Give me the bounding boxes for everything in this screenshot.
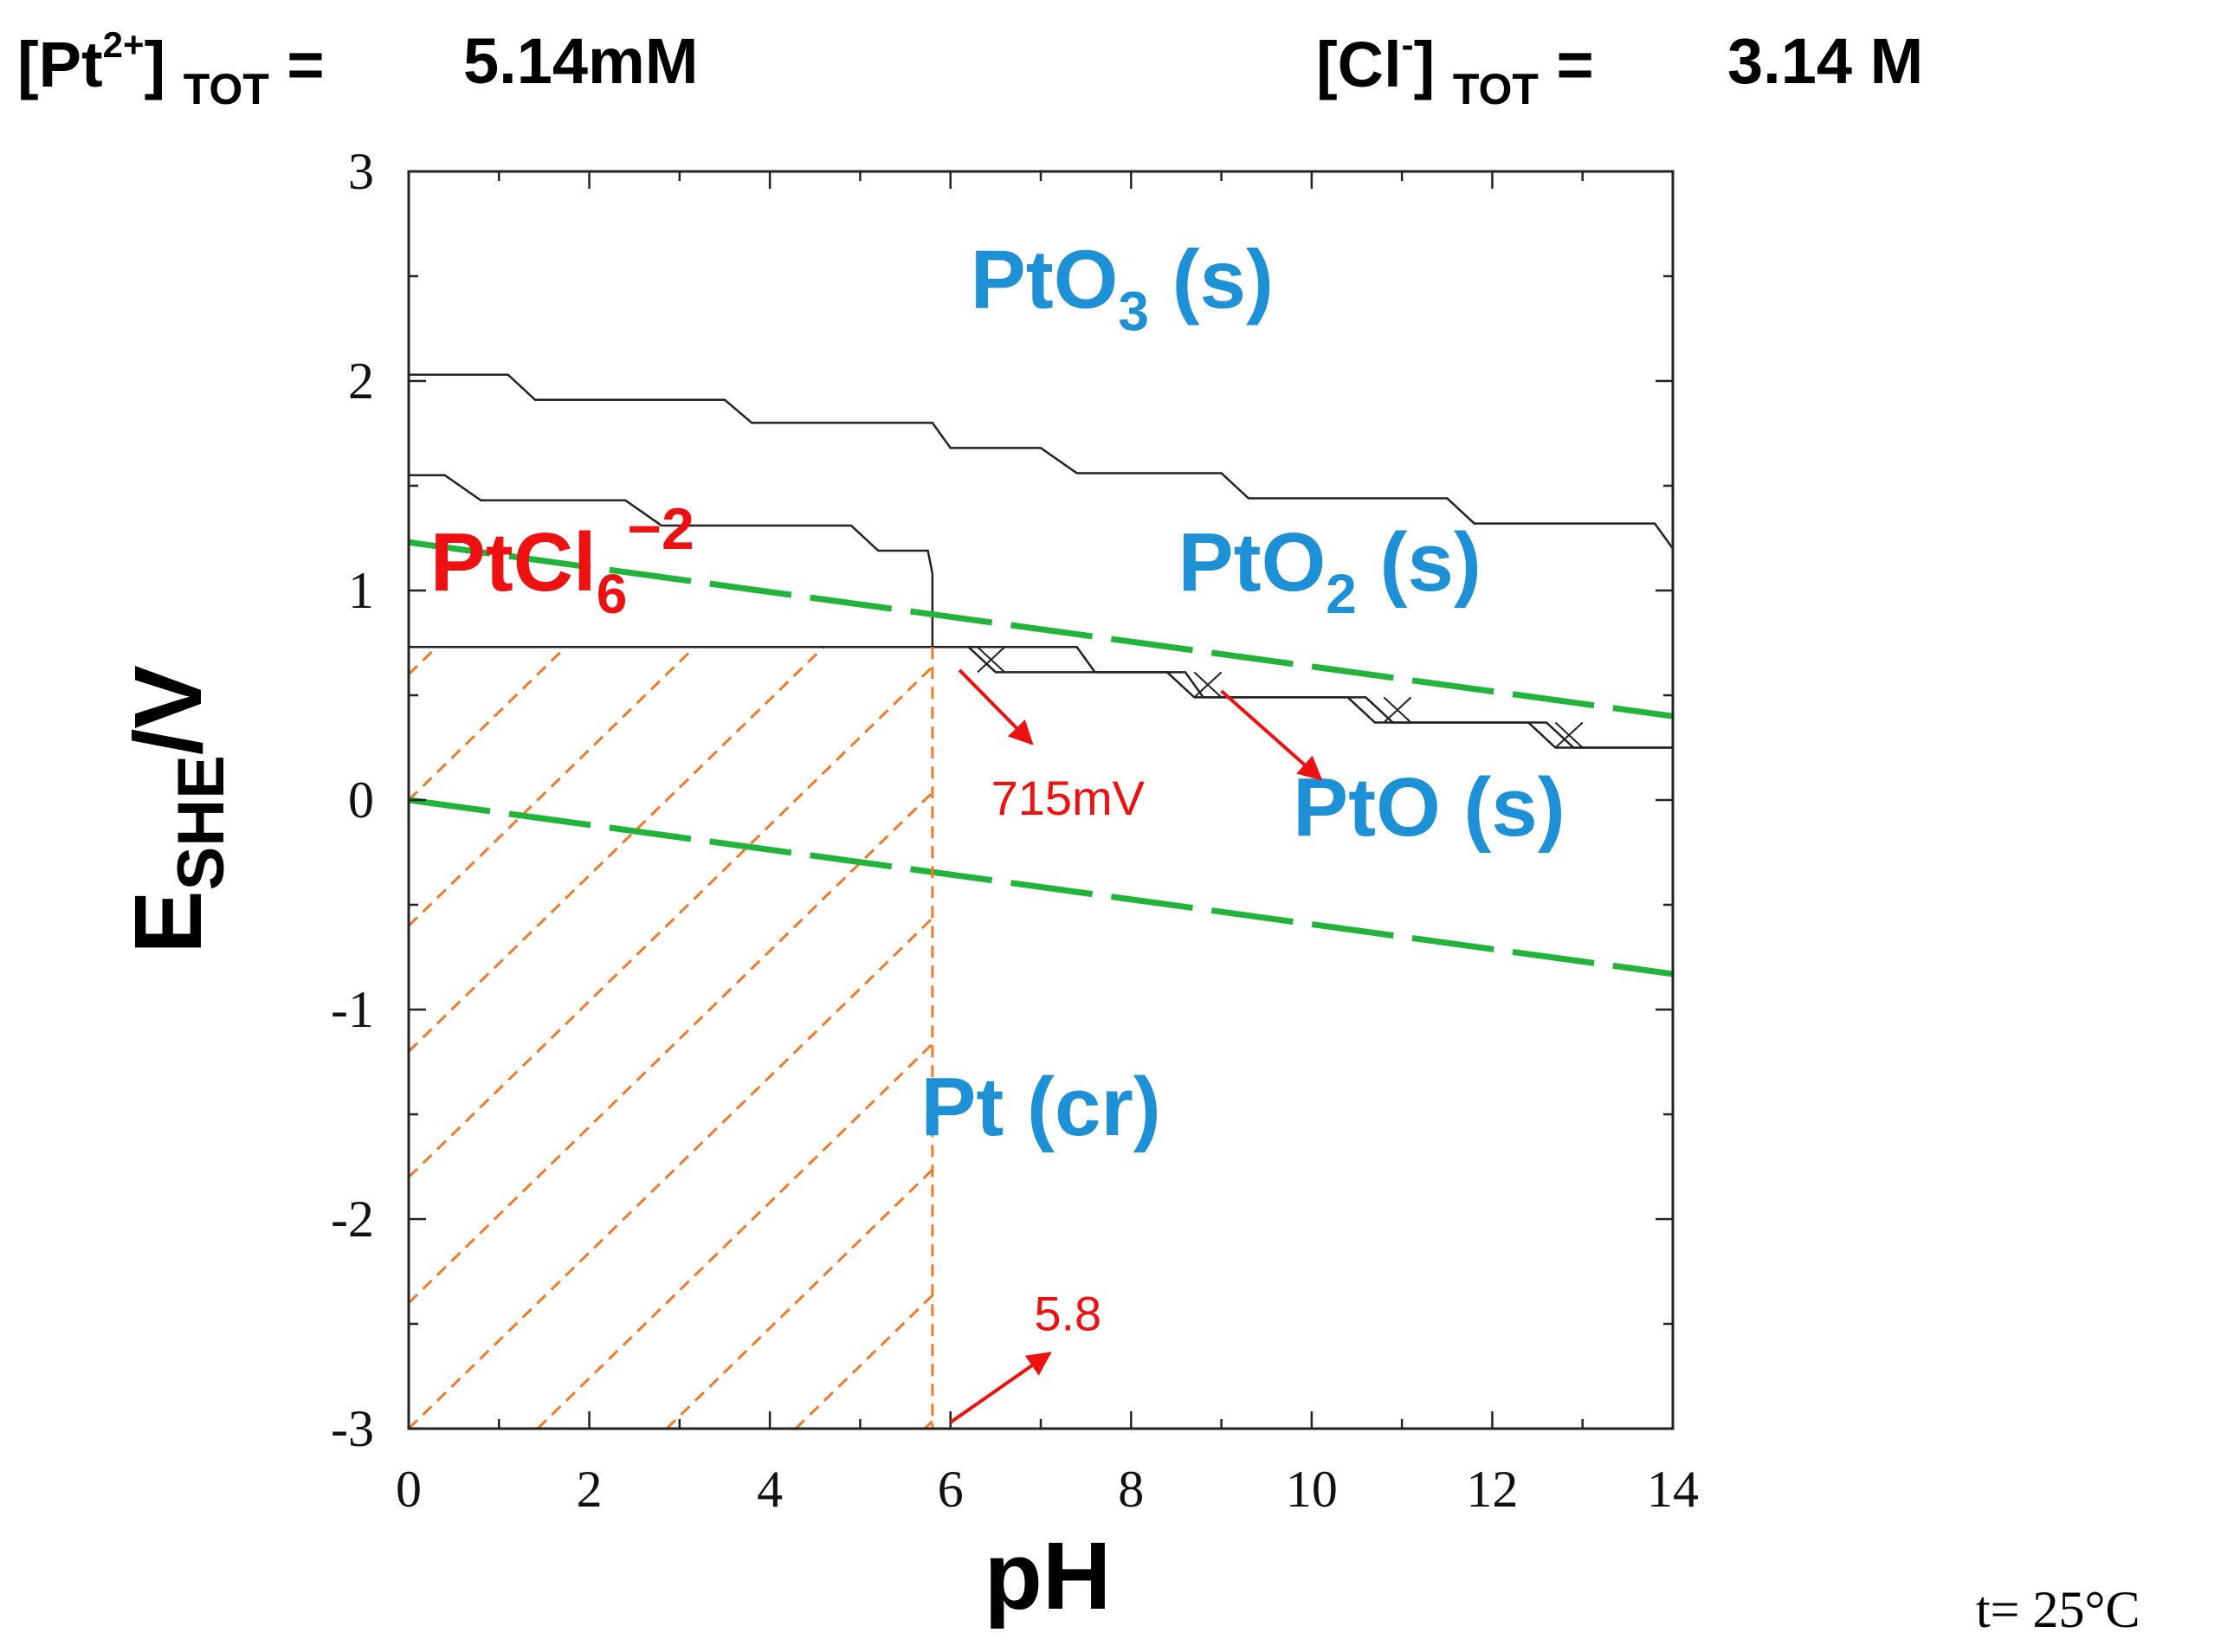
boundary-line — [932, 646, 1673, 749]
water-stability-line — [409, 797, 1673, 978]
y-axis-title-main: E — [115, 890, 222, 953]
hatch-line — [409, 646, 438, 675]
y-tick-label: -3 — [331, 1400, 374, 1457]
species-label: PtO2 (s) — [1178, 516, 1481, 625]
hatch-line — [665, 1168, 933, 1429]
pt-concentration-value: 5.14mM — [463, 25, 699, 97]
x-tick-label: 0 — [396, 1461, 422, 1518]
water-stability-line — [409, 539, 1673, 720]
temperature-label: t= 25°C — [1976, 1581, 2140, 1638]
pt-equals: = — [287, 29, 325, 100]
annotation-arrow — [958, 668, 1034, 745]
species-label: PtCl6−2 — [430, 496, 694, 625]
x-tick-label: 4 — [757, 1461, 783, 1518]
x-tick-label: 14 — [1647, 1461, 1699, 1518]
annotation-label: 715mV — [991, 771, 1146, 825]
x-tick-label: 2 — [577, 1461, 603, 1518]
species-label-base: PtCl — [430, 516, 597, 609]
species-label-tail: (s) — [1357, 516, 1481, 609]
hatch-line — [409, 666, 933, 1178]
annotation-arrow — [949, 1352, 1052, 1424]
annotation-label: 5.8 — [1034, 1286, 1101, 1340]
species-label-tail: (cr) — [1004, 1061, 1160, 1153]
x-tick-label: 12 — [1466, 1461, 1518, 1518]
boundary-crosshatch — [1193, 671, 1223, 699]
hatch-line — [536, 1042, 933, 1429]
pt-charge: 2+ — [102, 24, 145, 65]
y-tick-label: -1 — [331, 981, 374, 1038]
boundary-line — [409, 474, 934, 574]
y-tick-label: 1 — [348, 562, 374, 619]
pt-tot-subscript: TOT — [183, 65, 269, 113]
hatch-line — [409, 917, 933, 1429]
y-tick-label: 0 — [348, 771, 374, 829]
species-label-tail: (s) — [1149, 233, 1274, 326]
cl-charge: - — [1401, 24, 1414, 65]
cl-concentration-value: 3.14 M — [1727, 25, 1924, 97]
species-label-base: Pt — [920, 1061, 1004, 1153]
cl-concentration-header: [Cl-] TOT = — [1316, 24, 1594, 114]
species-label-tail: (s) — [1441, 761, 1565, 854]
boundary-crosshatch — [1383, 696, 1412, 724]
species-label: PtO3 (s) — [971, 233, 1274, 342]
species-label-base: PtO — [971, 233, 1119, 326]
species-label-subscript: 2 — [1326, 563, 1357, 625]
cl-label-prefix: [Cl — [1316, 29, 1402, 100]
hatch-line — [409, 646, 567, 802]
species-label-subscript: 3 — [1118, 280, 1149, 342]
species-label-superscript: −2 — [627, 496, 694, 562]
species-label-base: PtO — [1178, 516, 1327, 609]
pt-concentration-header: [Pt2+] TOT = — [17, 24, 325, 114]
boundary-line — [409, 373, 1673, 550]
y-axis-title-unit: /V — [115, 665, 222, 755]
y-tick-label: 2 — [348, 352, 374, 410]
hatch-line — [409, 646, 696, 927]
boundary-crosshatch — [1554, 721, 1584, 749]
pt-label-prefix: [Pt — [17, 29, 103, 100]
species-label-subscript: 6 — [597, 563, 628, 625]
y-tick-label: -2 — [331, 1191, 374, 1248]
hatch-line — [409, 791, 933, 1304]
hatch-line — [409, 646, 825, 1053]
hatch-line — [794, 1294, 933, 1429]
y-tick-label: 3 — [348, 143, 374, 200]
y-axis-title: ESHE/V — [115, 665, 238, 954]
species-label: PtO (s) — [1293, 761, 1565, 854]
cl-equals: = — [1556, 29, 1594, 100]
cl-label-suffix: ] — [1413, 29, 1436, 100]
x-tick-label: 8 — [1118, 1461, 1144, 1518]
x-axis-title: pH — [984, 1523, 1112, 1629]
boundary-crosshatch — [977, 646, 1005, 674]
cl-tot-subscript: TOT — [1452, 65, 1539, 113]
x-tick-label: 10 — [1286, 1461, 1338, 1518]
annotation-arrow — [1220, 689, 1323, 781]
x-tick-label: 6 — [938, 1461, 964, 1518]
pt-label-suffix: ] — [144, 29, 166, 100]
species-label: Pt (cr) — [920, 1061, 1160, 1153]
y-axis-title-subscript: SHE — [165, 755, 238, 890]
